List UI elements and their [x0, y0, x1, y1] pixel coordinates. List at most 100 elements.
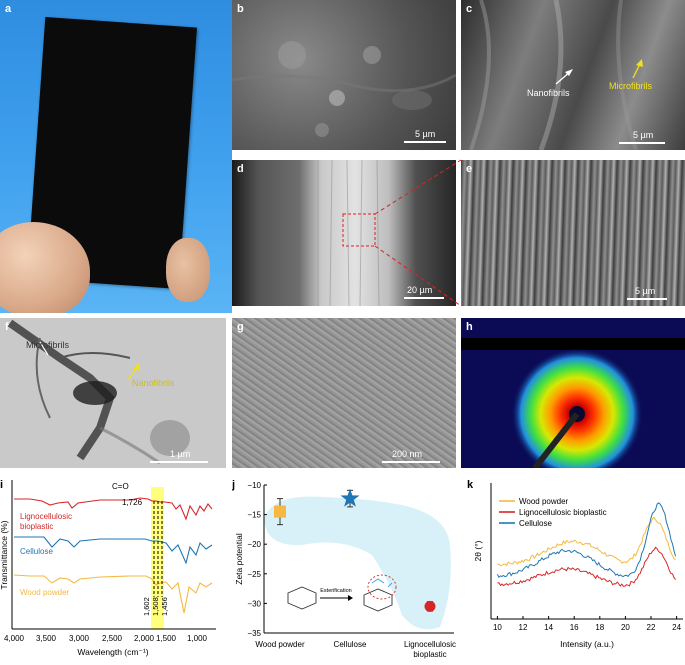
- series-cellulose: [14, 536, 213, 565]
- sem-texture: [317, 160, 380, 306]
- x-category-label: Lignocellulosic: [404, 640, 456, 649]
- panel-a-photo: a: [0, 0, 232, 313]
- tem-texture: [7, 319, 190, 465]
- scale-bar: [404, 141, 446, 143]
- annotation-microfibrils: Microfibrils: [26, 340, 70, 350]
- label-cellulose: Cellulose: [20, 547, 53, 556]
- panel-label: h: [466, 321, 473, 333]
- x-category-label: bioplastic: [413, 650, 446, 659]
- y-axis-label: 2θ (°): [473, 540, 483, 561]
- x-tick-label: 1,500: [156, 634, 177, 643]
- x-category-label: Cellulose: [334, 640, 367, 649]
- panel-label: f: [5, 321, 9, 333]
- series-wood-powder: [13, 574, 213, 614]
- hand-finger: [166, 238, 210, 302]
- x-tick-label: 22: [647, 623, 656, 632]
- hand-thumb: [0, 222, 90, 313]
- annotation-microfibrils: Microfibrils: [609, 81, 653, 91]
- panel-label: k: [467, 479, 474, 491]
- y-tick-label: −15: [247, 511, 261, 520]
- panel-b-sem: b 5 µm: [232, 0, 456, 150]
- data-point-square: [274, 505, 286, 518]
- y-tick-label: −10: [247, 481, 261, 490]
- x-tick-labels: 4,000 3,500 3,000 2,500 2,000 1,500 1,00…: [4, 634, 208, 643]
- y-axis-label: Zeta potential: [234, 533, 244, 585]
- saxs-pattern: [461, 338, 685, 468]
- scale-bar: [404, 297, 444, 299]
- xrd-chart: k 2θ (°) Intensity (a.u.) 10 12 14 16 18 20 22…: [467, 479, 683, 649]
- x-tick-label: 4,000: [4, 634, 25, 643]
- legend-label: Lignocellulosic bioplastic: [519, 508, 607, 517]
- x-tick-label: 3,500: [36, 634, 57, 643]
- x-tick-label: 18: [595, 623, 604, 632]
- label-lignocellulosic: Lignocellulosic: [20, 512, 72, 521]
- panel-label: j: [232, 479, 235, 491]
- scale-bar-label: 5 µm: [635, 286, 656, 296]
- scale-bar-label: 5 µm: [633, 130, 654, 140]
- x-tick-label: 24: [672, 623, 681, 632]
- panel-label: c: [466, 3, 473, 15]
- x-category-label: Wood powder: [255, 640, 305, 649]
- zeta-chart: j Esterification Zeta potential −10 −15 −2…: [232, 479, 456, 659]
- annotation-1456: 1,456: [160, 597, 169, 616]
- data-point-circle: [424, 600, 436, 612]
- series-line: [496, 502, 677, 578]
- panel-e-sem: e 5 µm: [461, 160, 685, 306]
- annotation-arrows: [555, 59, 643, 85]
- x-tick-label: 20: [621, 623, 630, 632]
- data-point-star: [340, 488, 360, 507]
- series-line: [497, 516, 676, 567]
- panel-c-sem: c Nanofibrils Microfibrils 5 µm: [461, 0, 685, 150]
- scale-bar-label: 200 nm: [392, 449, 423, 459]
- legend-label: Wood powder: [519, 497, 569, 506]
- annotation-nanofibrils: Nanofibrils: [132, 378, 175, 388]
- panel-label: e: [466, 163, 473, 175]
- scale-bar: [619, 142, 665, 144]
- x-tick-label: 16: [570, 623, 579, 632]
- y-tick-label: −30: [247, 599, 261, 608]
- label-bioplastic: bioplastic: [20, 522, 53, 531]
- shaded-region: [264, 496, 451, 630]
- annotation-co: C=O: [112, 482, 129, 491]
- annotation-1508: 1,508: [151, 597, 160, 616]
- x-tick-label: 10: [493, 623, 502, 632]
- panel-h-saxs: h: [461, 318, 685, 468]
- annotation-1726: 1,726: [122, 498, 143, 507]
- label-wood-powder: Wood powder: [20, 588, 70, 597]
- sem-texture: [232, 41, 456, 137]
- x-axis-label: Wavelength (cm⁻¹): [77, 647, 148, 657]
- panel-label: i: [0, 479, 3, 491]
- series-line: [497, 546, 676, 587]
- scale-bar-label: 20 µm: [407, 285, 433, 295]
- sem-texture: [469, 0, 638, 150]
- annotation-nanofibrils: Nanofibrils: [527, 88, 570, 98]
- x-tick-label: 1,000: [187, 634, 208, 643]
- panel-g-tem: g 200 nm: [232, 318, 456, 468]
- x-tick-label: 2,000: [134, 634, 155, 643]
- scale-bar-label: 5 µm: [415, 129, 436, 139]
- x-tick-label: 14: [544, 623, 553, 632]
- legend-label: Cellulose: [519, 519, 552, 528]
- scale-bar: [382, 461, 440, 463]
- scale-bar: [627, 298, 667, 300]
- annotation-1602: 1,602: [142, 597, 151, 616]
- x-tick-label: 12: [519, 623, 528, 632]
- x-tick-label: 2,500: [102, 634, 123, 643]
- panel-label: d: [237, 163, 244, 175]
- y-axis-label: Transmittance (%): [0, 520, 9, 589]
- x-tick-label: 3,000: [69, 634, 90, 643]
- y-tick-label: −20: [247, 540, 261, 549]
- scale-bar-label: 1 µm: [170, 449, 191, 459]
- panel-label: a: [5, 3, 12, 15]
- panel-label: g: [237, 321, 244, 333]
- y-tick-label: −35: [247, 629, 261, 638]
- panel-f-tem: f Microfibrils Nanofibrils 1 µm: [0, 318, 226, 468]
- y-tick-label: −25: [247, 570, 261, 579]
- reaction-label: Esterification: [320, 588, 352, 594]
- panel-label: b: [237, 3, 244, 15]
- x-axis-label: Intensity (a.u.): [560, 639, 614, 649]
- reaction-scheme: Esterification: [287, 574, 397, 612]
- panel-d-sem: d 20 µm: [232, 160, 456, 306]
- ftir-chart: i C=O 1,726 1,602 1,508 1,456 Lignocellu…: [0, 479, 216, 657]
- scale-bar: [150, 461, 208, 463]
